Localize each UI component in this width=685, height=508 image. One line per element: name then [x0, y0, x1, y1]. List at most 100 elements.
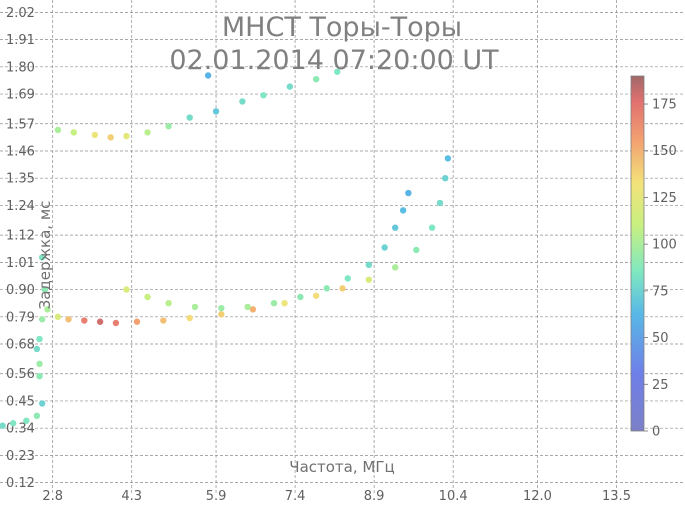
data-point: [218, 304, 225, 312]
data-point: [428, 224, 436, 231]
data-point: [391, 264, 399, 271]
colorbar-tick-label: 0: [652, 425, 660, 440]
chart-subtitle: 02.01.2014 07:20:00 UT: [169, 45, 499, 76]
data-point: [38, 254, 46, 261]
x-tick-label: 7.4: [285, 489, 306, 504]
data-point: [123, 286, 130, 293]
data-point: [0, 422, 6, 429]
y-tick-label: 0.56: [6, 367, 35, 382]
data-point: [249, 306, 257, 313]
y-tick-label: 0.45: [6, 394, 35, 409]
data-point: [413, 246, 420, 254]
data-point: [81, 317, 88, 324]
data-point: [36, 335, 43, 343]
data-point: [133, 318, 141, 325]
data-point: [297, 293, 304, 301]
data-point: [218, 311, 225, 318]
data-point: [312, 292, 320, 299]
data-point: [244, 303, 251, 311]
y-tick-label: 1.24: [6, 199, 35, 214]
y-tick-label: 1.46: [6, 144, 35, 159]
data-points: [0, 68, 452, 429]
data-point: [44, 306, 51, 313]
data-point: [365, 276, 373, 283]
data-point: [312, 76, 320, 83]
data-point: [23, 417, 30, 424]
data-point: [41, 286, 48, 293]
y-tick-label: 1.91: [6, 33, 35, 48]
data-point: [91, 131, 99, 139]
data-point: [270, 299, 278, 307]
colorbar: [630, 75, 645, 432]
data-point: [165, 123, 172, 130]
data-point: [286, 83, 294, 90]
y-axis-label: Задержка, мс: [36, 201, 54, 310]
y-tick-label: 0.12: [6, 476, 35, 491]
data-point: [405, 189, 412, 197]
x-axis-ticks: 2.8 4.3 5.9 7.4 8.9 10.4 12.0 13.5: [42, 489, 631, 504]
y-tick-label: 1.57: [6, 117, 35, 132]
data-point: [65, 316, 72, 323]
data-point: [54, 313, 62, 320]
colorbar-ticks: 0 25 50 75 100 125 150 175: [644, 98, 677, 440]
y-tick-label: 0.68: [6, 338, 35, 353]
y-tick-label: 1.35: [6, 172, 35, 187]
y-tick-label: 1.80: [6, 60, 35, 75]
data-point: [36, 360, 43, 368]
data-point: [112, 319, 120, 327]
data-point: [260, 92, 267, 99]
colorbar-tick-label: 100: [652, 238, 677, 253]
x-tick-label: 4.3: [121, 489, 142, 504]
data-point: [38, 316, 46, 323]
y-tick-label: 0.90: [6, 283, 35, 298]
y-tick-label: 0.23: [6, 449, 35, 464]
colorbar-tick-label: 125: [652, 191, 677, 206]
data-point: [344, 275, 351, 282]
x-tick-label: 8.9: [364, 489, 385, 504]
x-axis-label: Частота, МГц: [289, 458, 394, 476]
data-point: [33, 345, 41, 353]
data-point: [33, 412, 41, 419]
data-point: [160, 317, 167, 324]
data-point: [191, 303, 199, 311]
data-point: [391, 224, 399, 231]
data-point: [204, 72, 212, 79]
data-point: [323, 285, 330, 292]
colorbar-tick-label: 175: [652, 98, 677, 113]
data-point: [9, 420, 17, 427]
data-point: [70, 129, 77, 136]
grid: [0, 0, 685, 495]
data-point: [38, 400, 46, 407]
data-point: [144, 293, 151, 301]
x-tick-label: 5.9: [206, 489, 227, 504]
data-point: [212, 108, 220, 115]
data-point: [165, 299, 172, 307]
data-point: [339, 285, 346, 292]
colorbar-tick-label: 75: [652, 284, 669, 299]
y-tick-label: 0.79: [6, 310, 35, 325]
x-tick-label: 13.5: [602, 489, 631, 504]
data-point: [144, 129, 151, 136]
y-tick-label: 1.69: [6, 88, 35, 103]
y-tick-label: 1.12: [6, 229, 35, 244]
y-axis-ticks: 2.02 1.91 1.80 1.69 1.57 1.46 1.35 1.24 1.12 1.01…: [6, 6, 35, 491]
data-point: [107, 134, 114, 141]
data-point: [96, 318, 104, 325]
data-point: [334, 68, 341, 75]
data-point: [381, 244, 388, 251]
x-tick-label: 12.0: [523, 489, 552, 504]
chart-title: МНСТ Торы-Торы: [222, 12, 462, 43]
data-point: [54, 126, 62, 134]
data-point: [186, 314, 193, 322]
data-point: [36, 373, 43, 380]
colorbar-tick-label: 150: [652, 144, 677, 159]
data-point: [442, 175, 449, 182]
y-tick-label: 1.01: [6, 256, 35, 271]
x-tick-label: 2.8: [42, 489, 63, 504]
data-point: [399, 207, 407, 214]
data-point: [365, 261, 373, 269]
x-tick-label: 10.4: [439, 489, 468, 504]
data-point: [123, 132, 130, 140]
data-point: [281, 299, 288, 307]
